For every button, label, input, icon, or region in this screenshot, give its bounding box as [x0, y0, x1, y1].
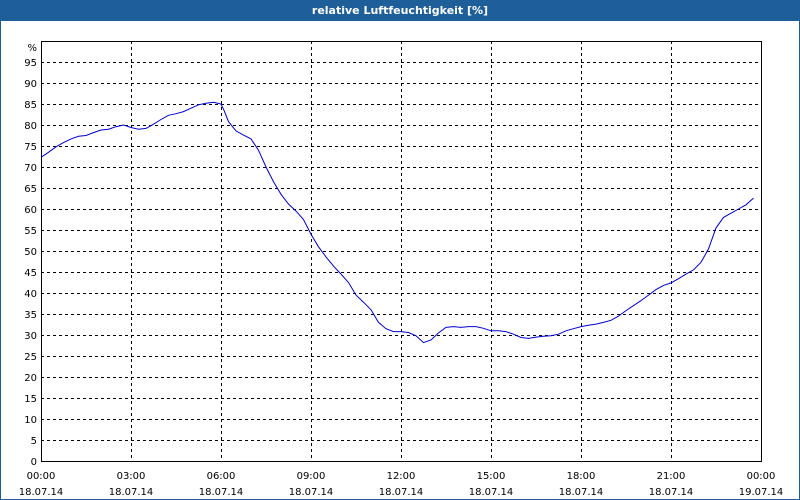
y-tick-label: 30 — [24, 331, 37, 342]
y-tick-label: 15 — [24, 394, 37, 405]
y-tick-label: 80 — [24, 121, 37, 132]
plot-area-border — [41, 41, 762, 462]
x-tick-time-label: 03:00 — [117, 471, 146, 482]
x-tick-date-label: 18.07.14 — [469, 487, 514, 498]
y-tick-label: 95 — [24, 58, 37, 69]
y-tick-label: 20 — [24, 373, 37, 384]
x-tick-time-label: 15:00 — [477, 471, 506, 482]
y-tick-label: 85 — [24, 100, 37, 111]
y-tick-label: 90 — [24, 79, 37, 90]
y-tick-label: 0 — [31, 457, 37, 468]
x-tick-date-label: 19.07.14 — [739, 487, 784, 498]
chart-title: relative Luftfeuchtigkeit [%] — [1, 1, 799, 21]
x-tick-date-label: 18.07.14 — [109, 487, 154, 498]
x-tick-date-label: 18.07.14 — [289, 487, 334, 498]
x-tick-time-label: 00:00 — [747, 471, 776, 482]
x-tick-date-label: 18.07.14 — [199, 487, 244, 498]
y-tick-label: 70 — [24, 163, 37, 174]
y-tick-label: 40 — [24, 289, 37, 300]
x-tick-time-label: 18:00 — [567, 471, 596, 482]
y-tick-label: 60 — [24, 205, 37, 216]
x-tick-time-label: 12:00 — [387, 471, 416, 482]
x-tick-time-label: 00:00 — [27, 471, 56, 482]
x-tick-time-label: 21:00 — [657, 471, 686, 482]
x-tick-date-label: 18.07.14 — [19, 487, 64, 498]
y-tick-label: 65 — [24, 184, 37, 195]
y-tick-label: 5 — [31, 436, 37, 447]
y-tick-label: 75 — [24, 142, 37, 153]
x-tick-time-label: 06:00 — [207, 471, 236, 482]
x-tick-time-label: 09:00 — [297, 471, 326, 482]
y-tick-label: 45 — [24, 268, 37, 279]
y-tick-label: 35 — [24, 310, 37, 321]
y-tick-label: 50 — [24, 247, 37, 258]
x-tick-date-label: 18.07.14 — [649, 487, 694, 498]
y-tick-label: 10 — [24, 415, 37, 426]
x-tick-date-label: 18.07.14 — [379, 487, 424, 498]
x-tick-date-label: 18.07.14 — [559, 487, 604, 498]
humidity-series-line — [40, 101, 754, 344]
y-tick-label: 25 — [24, 352, 37, 363]
y-axis-label: % — [27, 43, 37, 54]
y-tick-label: 55 — [24, 226, 37, 237]
